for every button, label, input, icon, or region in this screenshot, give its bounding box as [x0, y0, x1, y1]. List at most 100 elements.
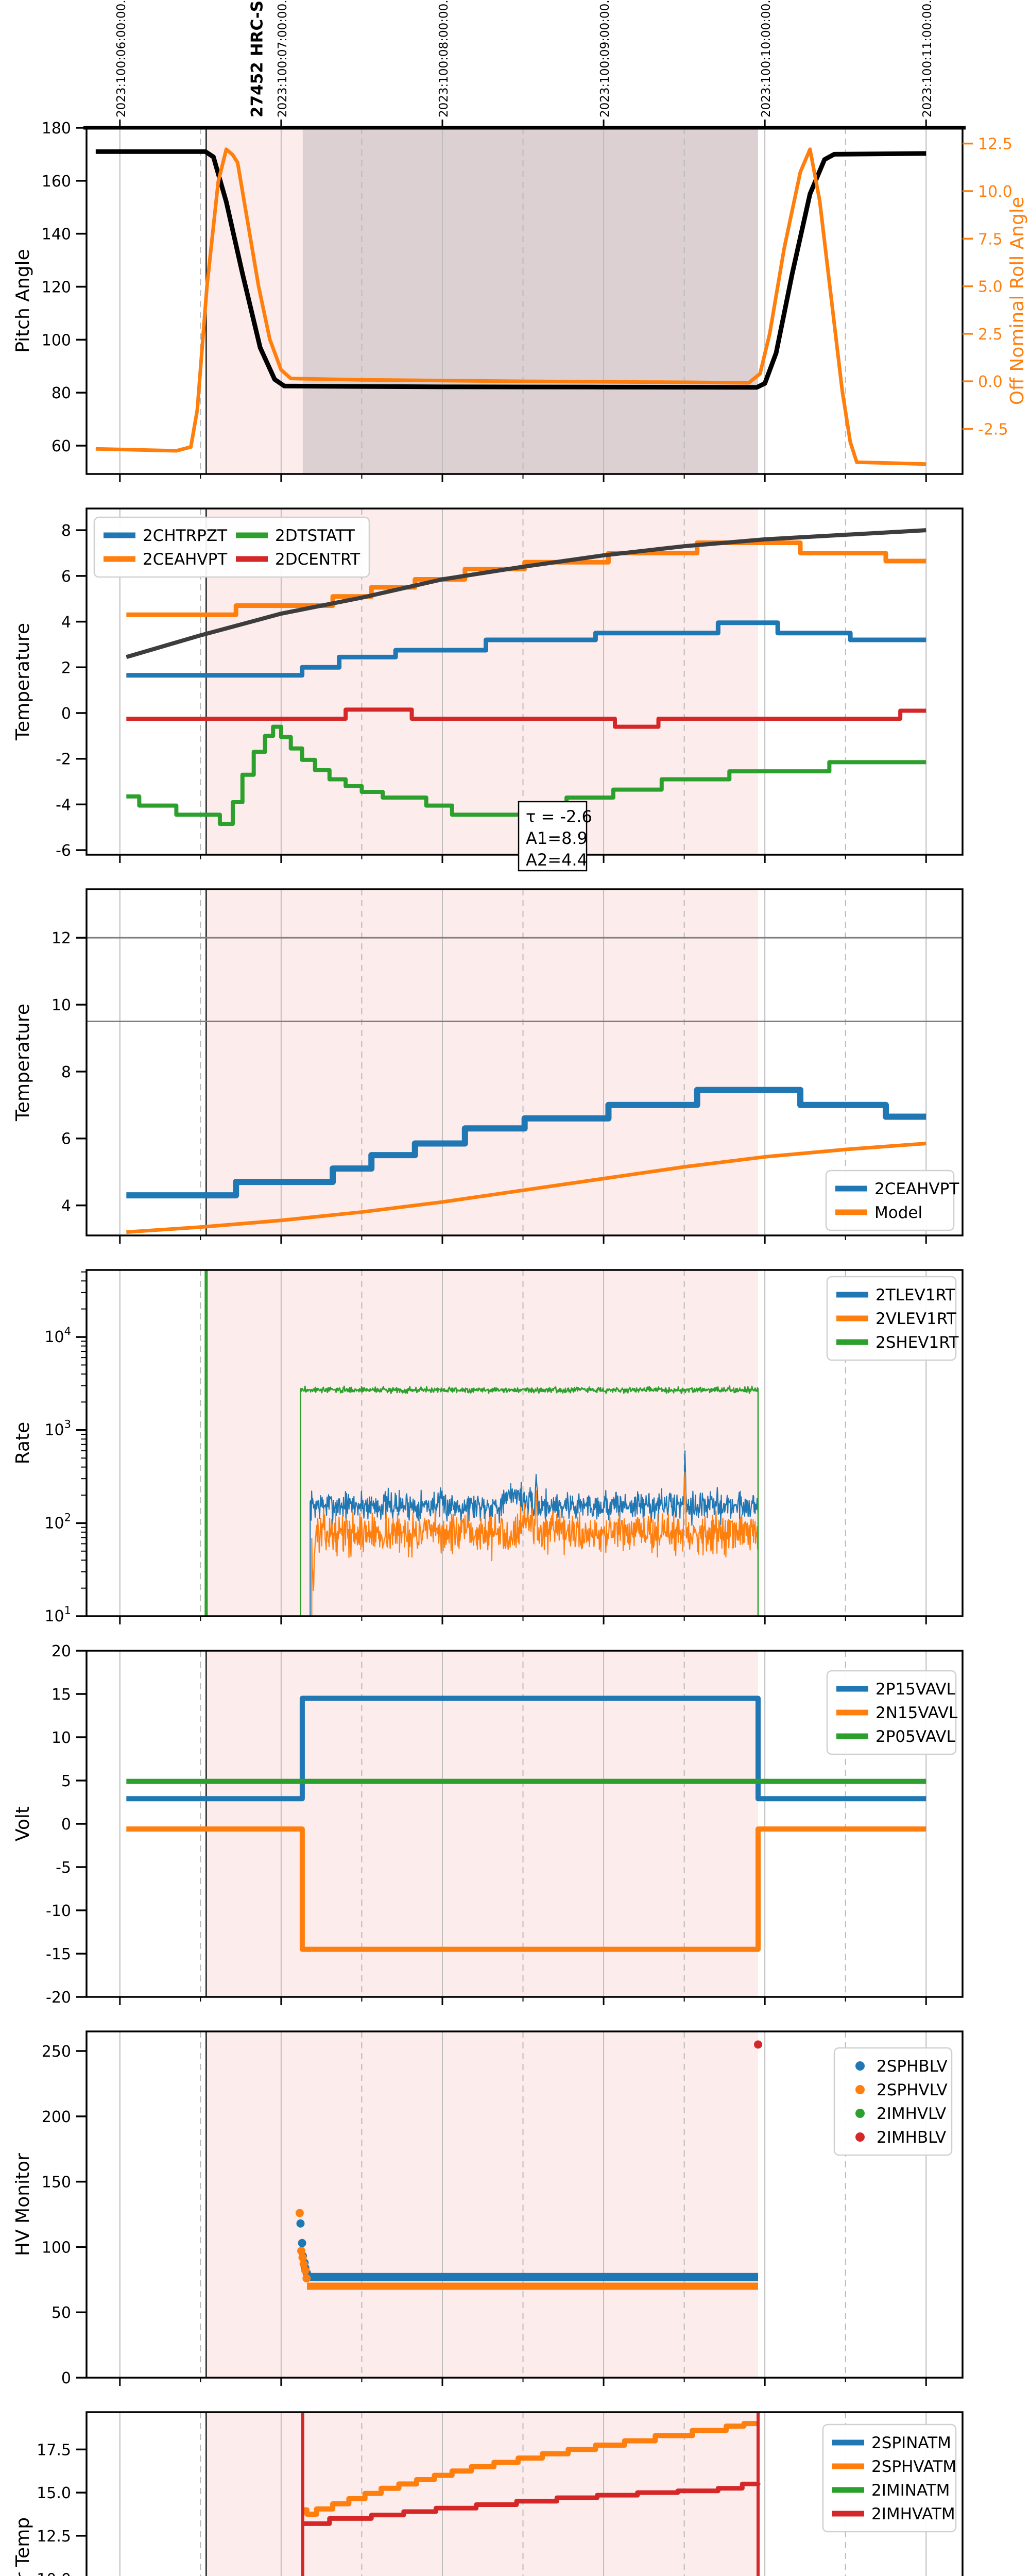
tick-label: -4: [56, 796, 71, 814]
y-axis-left: -20 -15 -10 -5 0 5 10 15 20: [46, 1642, 87, 2007]
x-axis-ticks: [119, 1235, 927, 1244]
legend: 2TLEV1RT 2VLEV1RT 2SHEV1RT: [826, 1276, 959, 1361]
legend-label: 2SPINATM: [871, 2434, 951, 2452]
y-axis-title: Rate: [12, 1422, 33, 1465]
tick-label: -15: [46, 1945, 71, 1963]
y-axis-left: 101 102 103 104: [44, 1271, 87, 1625]
tick-label: 10: [52, 1729, 71, 1747]
tick-label: 7.5: [978, 230, 1003, 248]
tick-label: -10: [46, 1902, 71, 1920]
tick-label: 100: [42, 331, 71, 349]
tick-label: 120: [42, 278, 71, 296]
legend-entry: 2IMHVATM: [832, 2505, 955, 2523]
series-Off Nominal Roll: [95, 147, 926, 466]
tick-label: 17.5: [37, 2441, 71, 2459]
legend-entry: Model: [835, 1204, 922, 1222]
tick-label: 250: [42, 2043, 71, 2061]
series-2SPHVLV: [295, 2209, 759, 2290]
panel-plot-area: [119, 2031, 927, 2378]
legend-entry: 2P15VAVL: [836, 1680, 956, 1699]
tick-label: 15.0: [37, 2484, 71, 2502]
top-axis-labels: 2023:100:06:00:00.000 2023:100:07:00:00.0…: [115, 0, 934, 117]
tick-label: 140: [42, 226, 71, 244]
tick-label: 4: [61, 614, 71, 632]
tick-label: 10.0: [37, 2571, 71, 2576]
tick-label: 2: [61, 659, 71, 677]
tick-label: 100: [42, 2239, 71, 2257]
tick-label: 150: [42, 2174, 71, 2192]
legend-label: 2SPHVLV: [877, 2081, 948, 2099]
legend-entry: 2CEAHVPT: [835, 1180, 959, 1198]
series-2CEAHVPT: [126, 540, 926, 617]
x-axis-ticks: [119, 120, 927, 482]
legend: 2P15VAVL 2N15VAVL 2P05VAVL: [826, 1670, 958, 1755]
legend-label: 2IMINATM: [871, 2481, 950, 2500]
tick-label: 10.0: [978, 183, 1012, 201]
legend-label: 2SPHVATM: [871, 2458, 956, 2476]
legend-label: 2CEAHVPT: [143, 550, 228, 569]
tick-label: 8: [61, 1063, 71, 1081]
tick-label: 103: [44, 1418, 71, 1439]
legend-entry: 2IMINATM: [832, 2481, 950, 2500]
radzone-span: [206, 2031, 759, 2378]
panel-plot-area: [119, 2412, 927, 2576]
legend-entry: 2IMHBLV: [855, 2128, 946, 2147]
panel-detector_temp: 0.02.55.07.510.012.515.017.5Detector Tem…: [12, 2411, 964, 2576]
x-axis-ticks: [119, 1997, 927, 2005]
top-date-label: 2023:100:08:00:00.000: [437, 0, 451, 117]
legend-label: 2CEAHVPT: [874, 1180, 959, 1198]
y-axis-left: 4 6 8 10 12: [52, 929, 87, 1215]
tick-label: 160: [42, 173, 71, 191]
legend-label: 2TLEV1RT: [876, 1286, 956, 1304]
panel-volt: -20-15-10-505101520Volt2P15VAVL2N15VAVL2…: [12, 1642, 964, 2007]
legend: 2SPHBLV 2SPHVLV 2IMHVLV 2IMHBLV: [833, 2047, 953, 2156]
tick-label: 0: [61, 2369, 71, 2387]
series-Pitch: [95, 149, 926, 390]
radzone-span: [206, 1270, 759, 1616]
top-date-label: 2023:100:11:00:00.000: [921, 0, 934, 117]
legend: 2CHTRPZT 2CEAHVPT 2DTSTATT 2DCENTRT: [93, 516, 370, 578]
radzone-span: [206, 1651, 759, 1997]
series-2IMHVATM: [302, 2481, 761, 2526]
series-2CEAHVPT: [126, 1087, 926, 1199]
legend-entry: 2SPHVLV: [855, 2081, 948, 2099]
tick-label: 4: [61, 1197, 71, 1215]
y-axis-title: Temperature: [12, 623, 33, 741]
panel-plot-area: [95, 128, 927, 474]
legend-entry: 2SPINATM: [832, 2434, 951, 2452]
y-axis-left: 0 50 100 150 200 250: [42, 2043, 87, 2387]
series-2N15VAVL: [126, 1826, 926, 1952]
x-axis-ticks: [119, 2378, 927, 2386]
y-axis-title: Detector Temp: [12, 2517, 33, 2576]
series-2SPHVATM: [302, 2421, 759, 2517]
y-axis-right: -2.5 0.0 2.5 5.0 7.5 10.0 12.5: [963, 135, 1012, 438]
legend-entry: 2VLEV1RT: [836, 1310, 957, 1328]
series-2DCENTRT: [126, 707, 926, 729]
tick-label: 50: [52, 2304, 71, 2322]
legend-entry: 2N15VAVL: [836, 1704, 958, 1722]
observation-span: [302, 128, 759, 474]
tick-label: 0: [61, 705, 71, 723]
y-axis-left: -6 -4 -2 0 2 4 6 8: [56, 522, 87, 860]
legend-entry: 2CEAHVPT: [104, 550, 228, 569]
tick-label: 0.0: [978, 373, 1003, 391]
top-date-label: 2023:100:06:00:00.000: [115, 0, 128, 117]
axes-spines: [85, 2030, 964, 2379]
radzone-span: [206, 889, 759, 1235]
legend-label: 2SPHBLV: [877, 2057, 948, 2076]
tick-label: -2.5: [978, 420, 1008, 438]
legend-label: 2CHTRPZT: [143, 527, 228, 545]
top-date-label: 2023:100:10:00:00.000: [760, 0, 773, 117]
panel-plot-area: [87, 889, 963, 1235]
legend-entry: 2IMHVLV: [855, 2105, 946, 2123]
series-2VLEV1RT: [311, 1471, 759, 1616]
series-2SHEV1RT: [300, 1385, 759, 1616]
legend-label: 2SHEV1RT: [876, 1333, 959, 1352]
series-2P15VAVL: [126, 1696, 926, 1802]
annotation-line: τ = -2.6: [526, 807, 592, 826]
tick-label: 2.5: [978, 326, 1003, 344]
panel-plot-area: [119, 1651, 927, 1997]
tick-label: 180: [42, 120, 71, 138]
series-2IMHBLV: [754, 2040, 763, 2049]
